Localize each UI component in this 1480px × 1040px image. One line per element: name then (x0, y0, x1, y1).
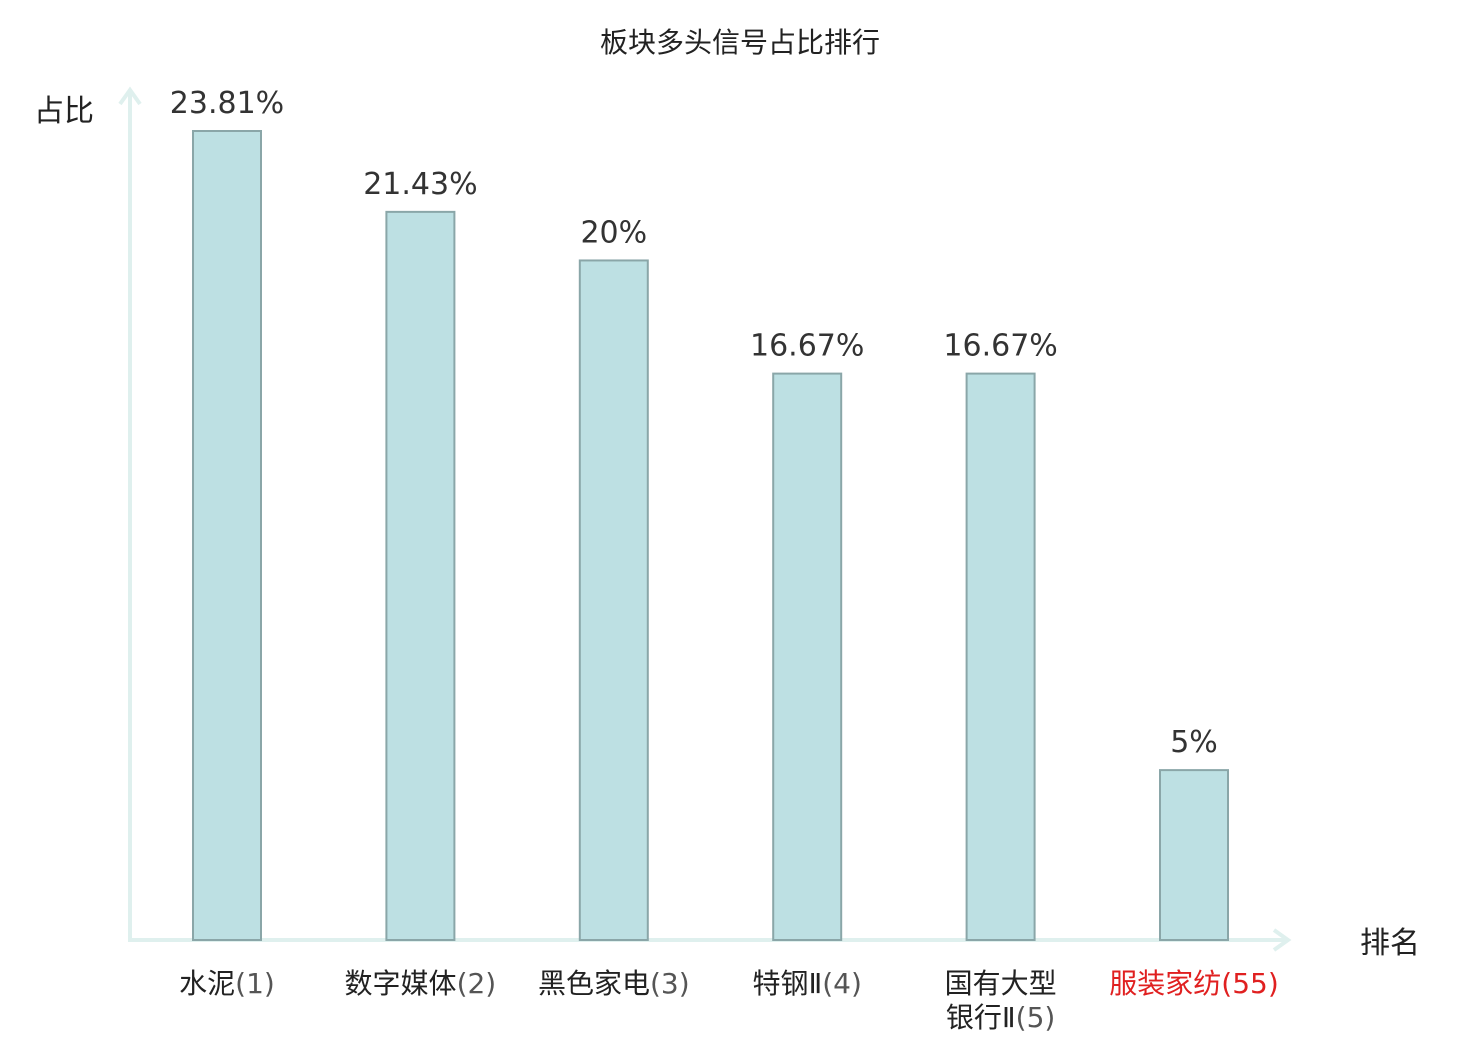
bar-2 (385, 210, 456, 941)
category-rank-1: (1) (235, 967, 275, 1000)
data-label-6: 5% (1170, 725, 1218, 760)
y-axis-label: 占比 (34, 94, 94, 129)
bar-5 (965, 372, 1036, 941)
bar-1 (192, 130, 262, 941)
category-rank-2: (2) (457, 967, 497, 1000)
category-label-3: 黑色家电(3) (538, 967, 690, 1000)
category-label-5-line-2: 银行Ⅱ(5) (946, 1001, 1055, 1034)
category-label-4: 特钢Ⅱ(4) (752, 967, 861, 1000)
bar-6 (1159, 769, 1229, 941)
bar-4 (772, 372, 843, 941)
data-label-2: 21.43% (363, 167, 477, 202)
data-label-3: 20% (580, 215, 647, 250)
bars-group: 23.81% 水泥(1) 21.43% 数字媒体(2) 20% 黑色家电(3) 16.67%… (170, 86, 1279, 1034)
data-label-5: 16.67% (943, 329, 1057, 364)
category-rank-3: (3) (650, 967, 690, 1000)
category-rank-5: (5) (1016, 1001, 1056, 1034)
category-label-1: 水泥(1) (179, 967, 275, 1000)
y-axis-arrow (118, 86, 142, 106)
category-label-5-line-1: 国有大型 (945, 967, 1057, 1000)
category-rank-6: (55) (1221, 967, 1278, 1000)
bar-3 (578, 259, 649, 941)
data-label-1: 23.81% (170, 86, 284, 121)
category-label-6: 服装家纺(55) (1109, 967, 1279, 1000)
x-axis-arrow (1272, 928, 1292, 952)
category-label-2: 数字媒体(2) (345, 967, 497, 1000)
chart-title: 板块多头信号占比排行 (600, 26, 880, 59)
category-rank-4: (4) (822, 967, 862, 1000)
data-label-4: 16.67% (750, 329, 864, 364)
x-axis-label: 排名 (1360, 926, 1420, 961)
